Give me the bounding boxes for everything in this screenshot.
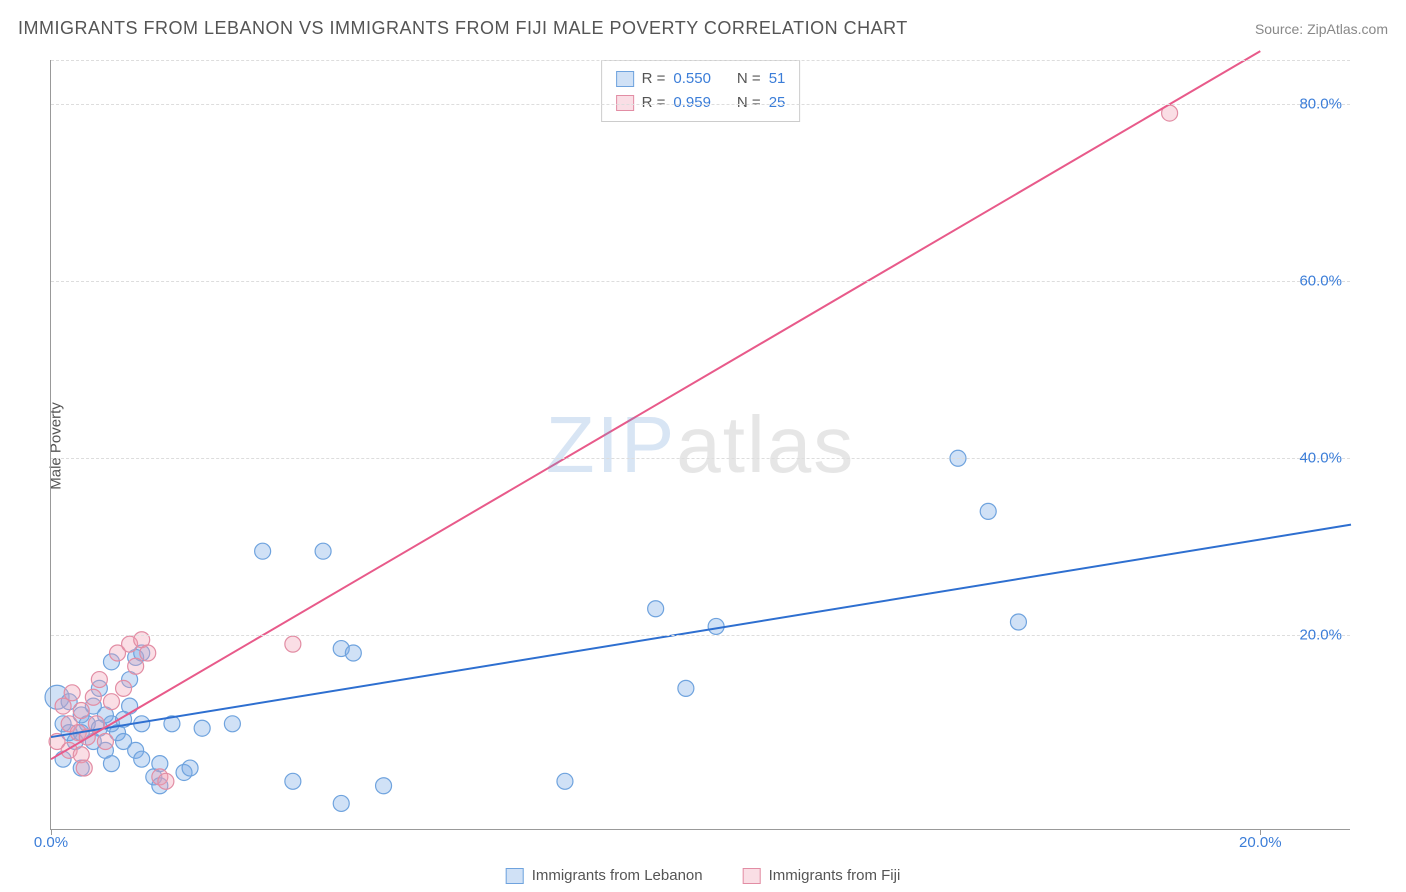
swatch-fiji [743,868,761,884]
data-point [91,672,107,688]
swatch-lebanon [506,868,524,884]
stats-r-label: R = [642,67,666,91]
data-point [1010,614,1026,630]
stats-n-value-0: 51 [769,67,786,91]
data-point [648,601,664,617]
data-point [345,645,361,661]
chart-title: IMMIGRANTS FROM LEBANON VS IMMIGRANTS FR… [18,18,908,39]
xtick-label: 20.0% [1239,834,1282,851]
gridline [51,635,1350,636]
stats-row-1: R = 0.959 N = 25 [616,91,786,115]
data-point [134,751,150,767]
data-point [255,543,271,559]
ytick-label: 80.0% [1299,96,1342,113]
data-point [158,773,174,789]
data-point [182,760,198,776]
chart-header: IMMIGRANTS FROM LEBANON VS IMMIGRANTS FR… [18,18,1388,39]
legend-item-fiji: Immigrants from Fiji [743,867,901,884]
legend-label-fiji: Immigrants from Fiji [769,867,901,884]
ytick-label: 40.0% [1299,450,1342,467]
swatch-fiji [616,95,634,111]
data-point [315,543,331,559]
stats-n-value-1: 25 [769,91,786,115]
stats-r-label: R = [642,91,666,115]
data-point [333,795,349,811]
gridline [51,104,1350,105]
data-point [85,689,101,705]
data-point [557,773,573,789]
legend-item-lebanon: Immigrants from Lebanon [506,867,703,884]
data-point [103,756,119,772]
data-point [708,618,724,634]
data-point [73,703,89,719]
stats-n-label: N = [737,67,761,91]
data-point [140,645,156,661]
swatch-lebanon [616,71,634,87]
data-point [194,720,210,736]
data-point [128,658,144,674]
stats-n-label: N = [737,91,761,115]
data-point [678,680,694,696]
plot-area: ZIPatlas R = 0.550 N = 51 R = 0.959 N = … [50,60,1350,830]
data-point [76,760,92,776]
scatter-svg [51,60,1351,830]
data-point [122,698,138,714]
bottom-legend: Immigrants from Lebanon Immigrants from … [506,867,901,884]
xtick-label: 0.0% [34,834,68,851]
data-point [64,685,80,701]
stats-legend: R = 0.550 N = 51 R = 0.959 N = 25 [601,60,801,122]
data-point [980,503,996,519]
data-point [224,716,240,732]
stats-row-0: R = 0.550 N = 51 [616,67,786,91]
data-point [116,680,132,696]
gridline [51,458,1350,459]
trend-line [51,525,1351,737]
data-point [285,636,301,652]
legend-label-lebanon: Immigrants from Lebanon [532,867,703,884]
source-label: Source: ZipAtlas.com [1255,21,1388,37]
stats-r-value-1: 0.959 [673,91,711,115]
data-point [285,773,301,789]
gridline [51,281,1350,282]
stats-r-value-0: 0.550 [673,67,711,91]
data-point [103,694,119,710]
data-point [376,778,392,794]
ytick-label: 60.0% [1299,273,1342,290]
trend-line [51,51,1260,759]
ytick-label: 20.0% [1299,627,1342,644]
data-point [97,733,113,749]
